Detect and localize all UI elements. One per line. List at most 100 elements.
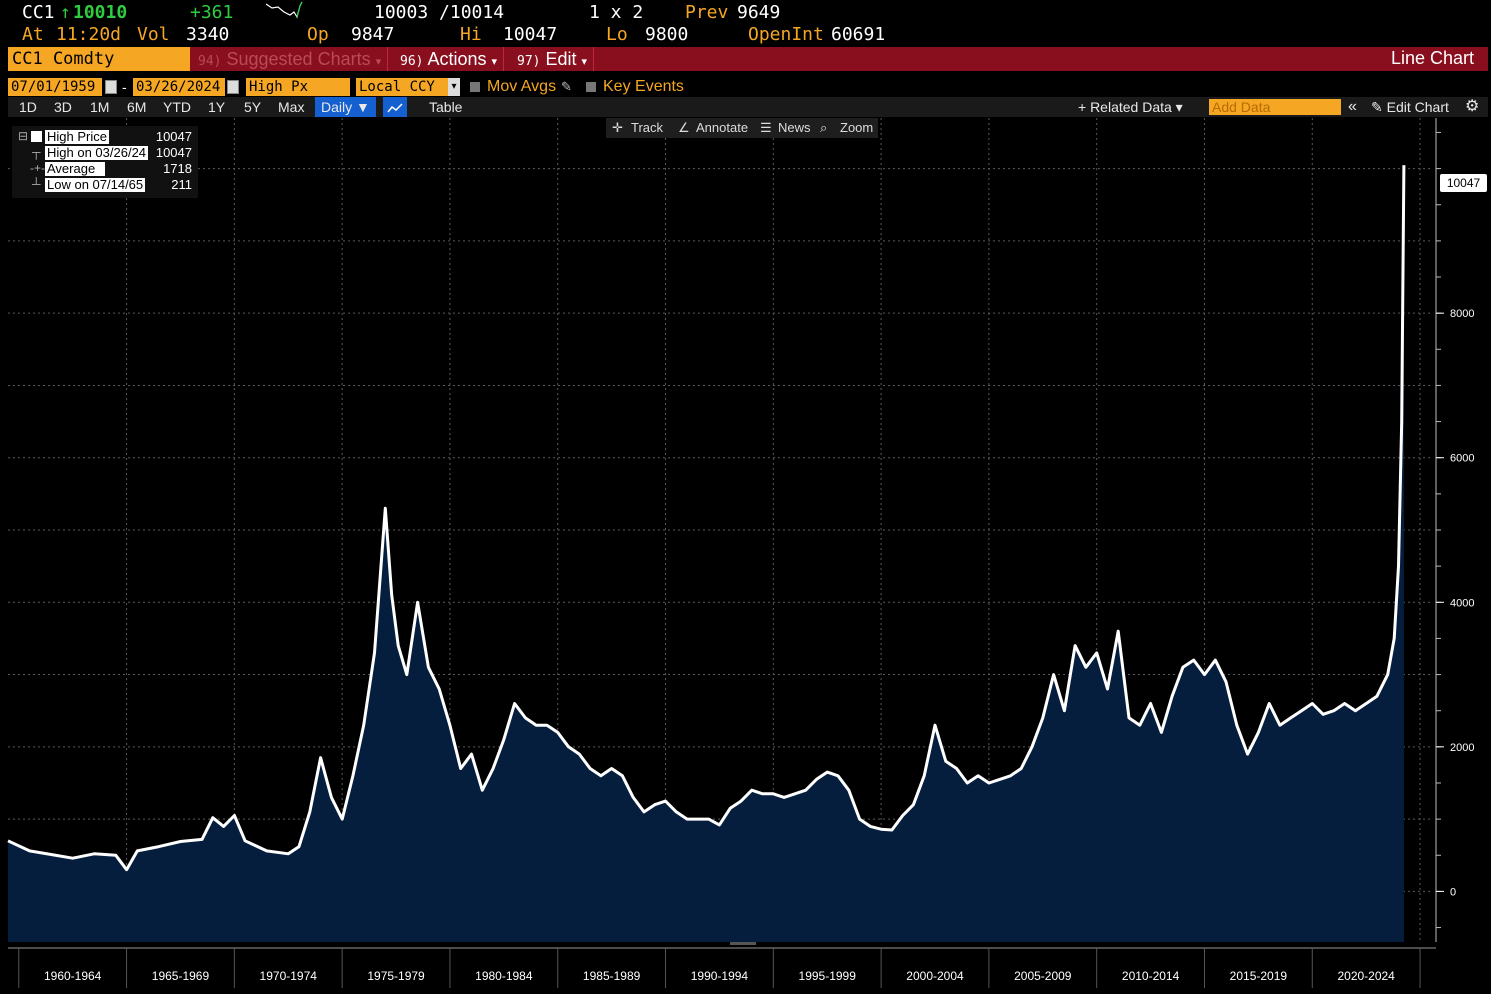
annotate-button[interactable]: Annotate [696, 120, 749, 135]
legend-label: Average [45, 162, 105, 176]
period-5y[interactable]: 5Y [244, 99, 262, 115]
pencil-icon[interactable]: ✎ [561, 79, 572, 94]
collapse-icon[interactable]: ⊟ [18, 129, 29, 143]
vol-value: 3340 [186, 24, 230, 45]
legend-label: High on 03/26/24 [45, 145, 149, 160]
chevron-down-icon: ▾ [375, 56, 382, 68]
start-date-input[interactable]: 07/01/1959 [8, 78, 102, 96]
legend-row-average[interactable]: -+- Average 1718 [12, 161, 198, 177]
net-change: +361 [190, 2, 234, 23]
actions-menu[interactable]: 96) Actions ▾ [394, 47, 505, 71]
end-date-input[interactable]: 03/26/2024 [133, 78, 225, 96]
x-tick-label: 1965-1969 [152, 969, 210, 983]
scroll-handle [730, 942, 756, 945]
quote-header: CC1 ↑ 10010 +361 10003 /10014 1 x 2 Prev… [0, 0, 1491, 46]
edit-label: Edit [545, 49, 577, 69]
openint-label: OpenInt [748, 24, 824, 45]
period-toolbar: 1D 3D 1M 6M YTD 1Y 5Y Max Daily ▼ Table … [8, 97, 1488, 117]
up-arrow-icon: ↑ [60, 2, 71, 23]
track-icon[interactable]: ✛ [612, 120, 623, 135]
chart-type-title: Line Chart [1390, 48, 1474, 68]
currency-select[interactable]: Local CCY [356, 78, 448, 96]
zoom-button[interactable]: Zoom [840, 120, 874, 135]
suggested-charts-menu[interactable]: 94) Suggested Charts ▾ [192, 47, 389, 71]
x-tick-label: 1990-1994 [691, 969, 749, 983]
frequency-select[interactable]: Daily ▼ [315, 97, 376, 117]
bid-ask: 10003 /10014 [374, 2, 505, 23]
x-tick-label: 2020-2024 [1337, 969, 1395, 983]
security-field[interactable]: CC1 Comdty [8, 47, 190, 71]
vol-label: Vol [137, 24, 170, 45]
calendar-icon[interactable] [227, 80, 239, 94]
period-1m[interactable]: 1M [90, 99, 110, 115]
average-marker-icon: -+- [30, 161, 45, 175]
low-marker-icon: ┴ [32, 177, 41, 191]
chart-tools: ✛ Track ∠ Annotate ☰ News ⌕ Zoom [606, 118, 878, 138]
period-6m[interactable]: 6M [127, 99, 147, 115]
low-label: Lo [606, 24, 628, 45]
related-data-menu[interactable]: + Related Data ▾ [1078, 99, 1183, 115]
news-icon[interactable]: ☰ [760, 120, 772, 135]
chevron-down-icon[interactable]: ▾ [448, 78, 460, 96]
y-tick-label: 2000 [1450, 742, 1474, 754]
legend-value: 211 [171, 177, 192, 192]
key-events-label[interactable]: Key Events [603, 78, 684, 95]
legend-row-high-on[interactable]: ┬ High on 03/26/24 10047 [12, 145, 198, 161]
period-max[interactable]: Max [278, 99, 305, 115]
prev-value: 9649 [737, 2, 781, 23]
suggested-charts-number: 94) [198, 54, 222, 69]
collapse-icon[interactable]: « [1348, 98, 1357, 115]
x-tick-label: 1985-1989 [583, 969, 641, 983]
news-button[interactable]: News [778, 120, 811, 135]
series-swatch [31, 131, 42, 142]
actions-label: Actions [427, 49, 487, 69]
edit-chart-button[interactable]: ✎ Edit Chart [1371, 99, 1449, 115]
table-button[interactable]: Table [429, 99, 463, 115]
sparkline-icon [264, 0, 304, 27]
zoom-icon[interactable]: ⌕ [820, 120, 828, 135]
edit-number: 97) [517, 54, 541, 69]
price-field-select[interactable]: High Px [246, 78, 350, 96]
mov-avgs-label[interactable]: Mov Avgs [487, 78, 557, 95]
y-tick-label: 4000 [1450, 597, 1474, 609]
x-tick-label: 1995-1999 [799, 969, 857, 983]
period-1d[interactable]: 1D [19, 99, 37, 115]
legend-label: Low on 07/14/65 [45, 177, 146, 192]
legend-row-high-price[interactable]: ⊟ High Price 10047 [12, 129, 198, 145]
high-label: Hi [460, 24, 482, 45]
x-tick-label: 2005-2009 [1014, 969, 1072, 983]
chart-legend: ⊟ High Price 10047 ┬ High on 03/26/24 10… [12, 126, 198, 198]
legend-label: High Price [45, 129, 109, 144]
prev-label: Prev [685, 2, 729, 23]
edit-menu[interactable]: 97) Edit ▾ [511, 47, 595, 71]
line-chart-icon[interactable] [383, 97, 407, 117]
open-value: 9847 [351, 24, 395, 45]
quote-time: 11:20d [56, 24, 122, 45]
legend-value: 1718 [163, 161, 192, 176]
calendar-icon[interactable] [105, 80, 117, 94]
mov-avgs-checkbox[interactable] [470, 82, 480, 92]
x-tick-label: 2010-2014 [1122, 969, 1180, 983]
gear-icon[interactable]: ⚙ [1465, 98, 1480, 115]
chart-controls-row: 07/01/1959 - 03/26/2024 High Px Local CC… [8, 78, 1488, 96]
annotate-icon[interactable]: ∠ [678, 120, 690, 135]
y-tick-label: 8000 [1450, 308, 1474, 320]
y-tick-label: 0 [1450, 886, 1456, 898]
track-button[interactable]: Track [631, 120, 664, 135]
high-value: 10047 [503, 24, 558, 45]
period-3d[interactable]: 3D [54, 99, 72, 115]
series-line [7, 165, 1406, 872]
legend-row-low-on[interactable]: ┴ Low on 07/14/65 211 [12, 177, 198, 193]
period-1y[interactable]: 1Y [208, 99, 226, 115]
key-events-checkbox[interactable] [586, 82, 596, 92]
suggested-charts-label: Suggested Charts [226, 49, 371, 69]
period-ytd[interactable]: YTD [163, 99, 191, 115]
actions-number: 96) [400, 54, 424, 69]
add-data-input[interactable]: Add Data [1209, 99, 1341, 115]
open-label: Op [307, 24, 329, 45]
ticker: CC1 [22, 2, 55, 23]
x-tick-label: 2015-2019 [1230, 969, 1288, 983]
chevron-down-icon: ▾ [491, 56, 498, 68]
series-area [8, 165, 1404, 942]
